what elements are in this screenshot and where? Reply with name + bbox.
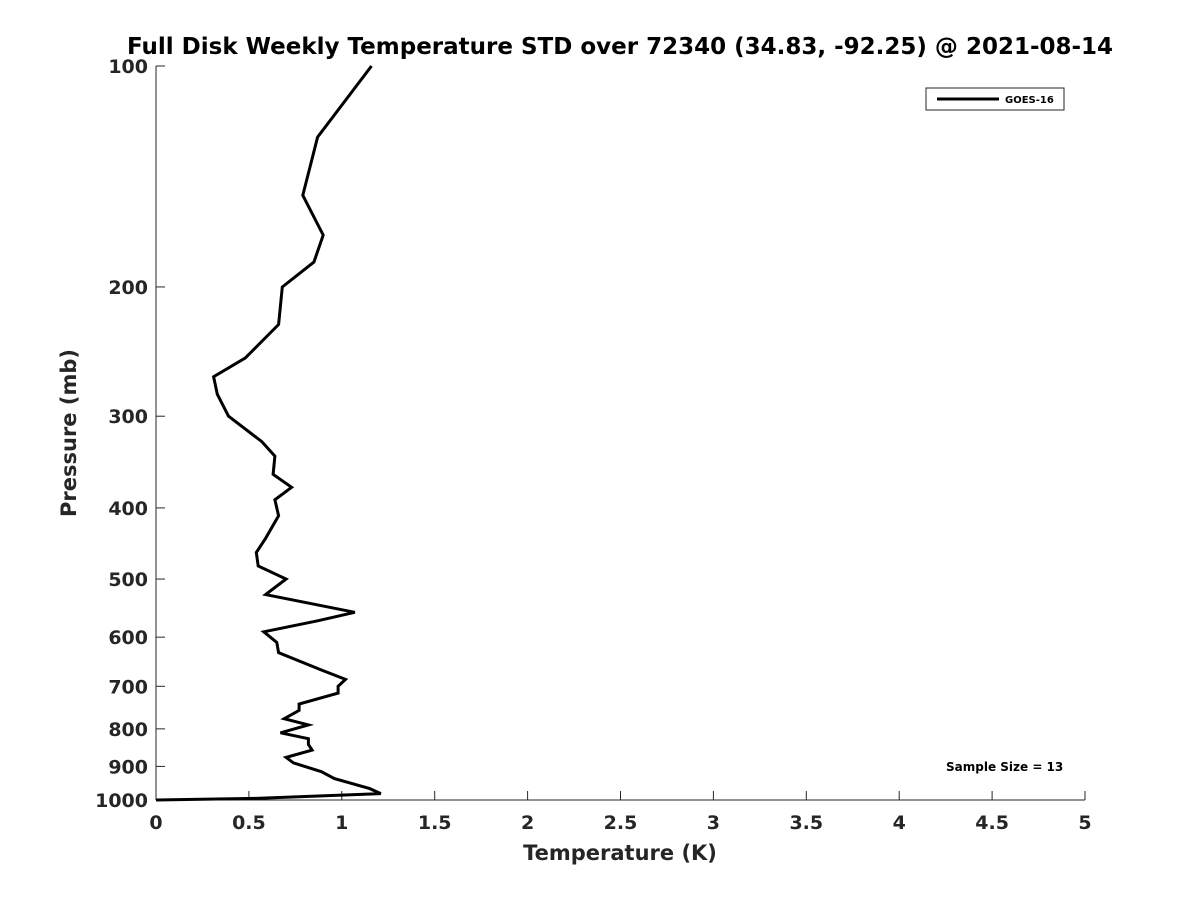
x-tick-label: 4 [893,812,906,834]
x-tick-label: 3.5 [789,812,823,834]
y-tick-label: 500 [108,569,148,591]
y-axis-ticks: 100 200 300 400 500 600 700 800 900 1000 [95,56,165,812]
sample-size-annotation: Sample Size = 13 [946,760,1063,774]
y-tick-label: 600 [108,627,148,649]
y-tick-label: 800 [108,719,148,741]
x-tick-label: 5 [1078,812,1091,834]
x-tick-label: 1 [335,812,348,834]
y-tick-label: 300 [108,406,148,428]
x-tick-label: 0 [149,812,162,834]
x-tick-label: 0.5 [232,812,266,834]
y-tick-label: 400 [108,498,148,520]
y-tick-label: 700 [108,676,148,698]
x-tick-label: 3 [707,812,720,834]
x-axis-label: Temperature (K) [523,841,717,865]
y-tick-label: 100 [108,56,148,78]
y-tick-label: 1000 [95,790,148,812]
x-tick-label: 2 [521,812,534,834]
x-axis-ticks: 0 0.5 1 1.5 2 2.5 3 3.5 4 4.5 5 [149,791,1092,834]
legend-label-goes-16: GOES-16 [1005,95,1054,106]
x-tick-label: 1.5 [418,812,452,834]
y-tick-label: 900 [108,756,148,778]
x-tick-label: 4.5 [975,812,1009,834]
chart-title: Full Disk Weekly Temperature STD over 72… [127,34,1113,60]
legend: GOES-16 [925,87,1065,111]
y-tick-label: 200 [108,277,148,299]
series-layer [155,65,382,802]
y-axis-label: Pressure (mb) [57,349,81,517]
x-tick-label: 2.5 [604,812,638,834]
plot-area [156,66,1085,800]
series-line-goes-16 [155,65,382,802]
